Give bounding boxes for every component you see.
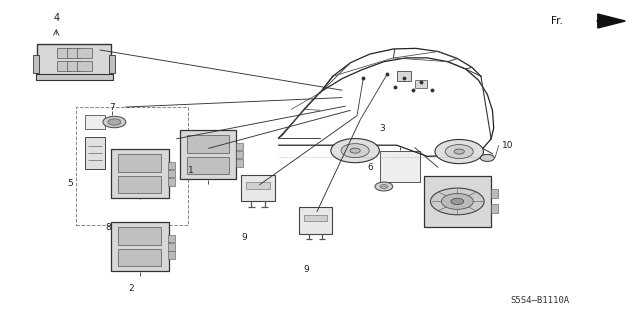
Polygon shape	[598, 14, 625, 28]
Bar	[76, 107, 188, 225]
Bar	[118, 249, 161, 266]
Bar	[118, 227, 161, 245]
Bar	[380, 151, 420, 182]
Bar	[304, 215, 327, 221]
Bar	[236, 159, 243, 167]
Bar	[118, 176, 161, 193]
Bar	[85, 137, 106, 169]
Text: 8: 8	[105, 223, 111, 232]
Bar	[168, 243, 175, 250]
Circle shape	[108, 119, 121, 125]
Text: 2: 2	[129, 284, 134, 293]
Text: S5S4—B1110A: S5S4—B1110A	[511, 296, 570, 305]
Bar	[33, 55, 39, 73]
Bar	[246, 182, 269, 189]
Bar	[180, 130, 236, 179]
Text: Fr.: Fr.	[551, 16, 563, 26]
Circle shape	[331, 138, 380, 163]
Text: 5: 5	[67, 179, 72, 188]
Circle shape	[341, 144, 369, 158]
Text: 3: 3	[380, 124, 385, 133]
Circle shape	[435, 139, 483, 164]
Bar	[168, 251, 175, 259]
Circle shape	[380, 185, 388, 189]
Bar	[236, 151, 243, 159]
Bar	[187, 135, 229, 152]
Bar	[77, 48, 92, 58]
Bar	[57, 61, 71, 71]
Text: 6: 6	[367, 163, 372, 172]
Bar	[168, 162, 175, 169]
Bar	[111, 149, 169, 198]
Text: 9: 9	[303, 264, 309, 274]
Circle shape	[480, 154, 494, 161]
Bar	[415, 80, 427, 88]
Bar	[77, 61, 92, 71]
Bar	[36, 74, 113, 80]
Bar	[424, 176, 491, 226]
Bar	[109, 55, 115, 73]
Bar	[85, 115, 106, 129]
Bar	[492, 189, 498, 198]
Bar	[57, 48, 71, 58]
Text: 4: 4	[53, 13, 60, 23]
Circle shape	[431, 188, 484, 215]
Text: 1: 1	[188, 166, 194, 175]
Circle shape	[350, 148, 360, 153]
Bar	[241, 175, 275, 201]
Bar	[111, 222, 169, 271]
Circle shape	[103, 116, 126, 128]
Bar	[67, 48, 81, 58]
Circle shape	[445, 145, 473, 159]
Bar	[492, 204, 498, 213]
Bar	[168, 178, 175, 186]
Bar	[37, 44, 111, 75]
Bar	[168, 235, 175, 242]
Circle shape	[454, 149, 465, 154]
Text: 7: 7	[109, 103, 115, 112]
Bar	[397, 71, 412, 81]
Bar	[299, 207, 332, 234]
Bar	[236, 143, 243, 150]
Text: 9: 9	[242, 233, 248, 242]
Text: 10: 10	[502, 141, 513, 150]
Circle shape	[451, 198, 464, 204]
Bar	[168, 170, 175, 177]
Bar	[187, 157, 229, 174]
Circle shape	[442, 194, 473, 209]
Circle shape	[375, 182, 393, 191]
Bar	[118, 154, 161, 172]
Bar	[67, 61, 81, 71]
